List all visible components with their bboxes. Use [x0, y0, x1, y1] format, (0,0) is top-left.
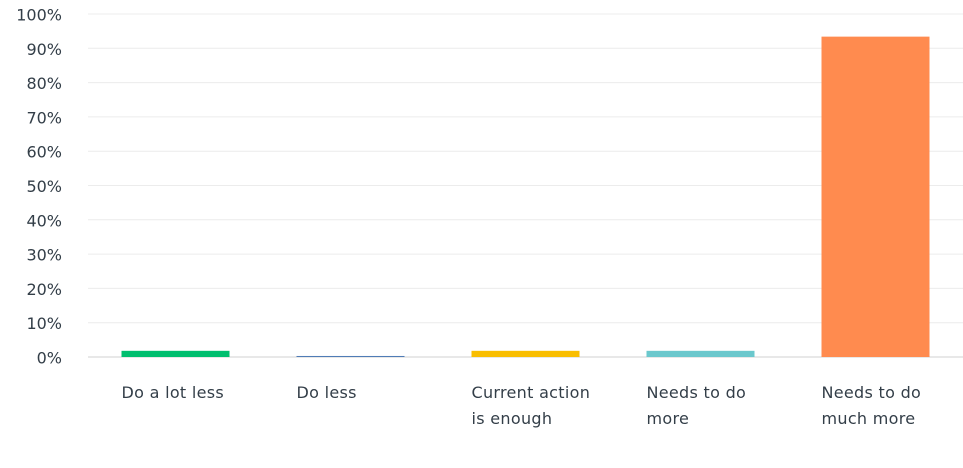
bar — [121, 350, 230, 357]
bar — [296, 355, 405, 357]
y-tick-label: 80% — [26, 74, 62, 93]
x-tick-label: Do a lot less — [121, 383, 225, 402]
y-tick-label: 50% — [26, 177, 62, 196]
x-tick-label: Current action is enough — [471, 383, 591, 428]
y-tick-label: 10% — [26, 314, 62, 333]
y-tick-label: 100% — [16, 6, 62, 25]
y-tick-label: 90% — [26, 40, 62, 59]
y-tick-label: 20% — [26, 280, 62, 299]
x-tick-label: Needs to do more — [646, 383, 747, 428]
x-tick-label: Do less — [296, 383, 357, 402]
x-tick-label: Needs to do much more — [821, 383, 922, 428]
y-tick-label: 40% — [26, 211, 62, 230]
y-tick-label: 30% — [26, 246, 62, 265]
bar — [646, 350, 755, 357]
bar — [821, 36, 930, 357]
y-tick-label: 0% — [37, 349, 62, 368]
y-tick-label: 70% — [26, 108, 62, 127]
y-tick-label: 60% — [26, 143, 62, 162]
bar — [471, 350, 580, 357]
